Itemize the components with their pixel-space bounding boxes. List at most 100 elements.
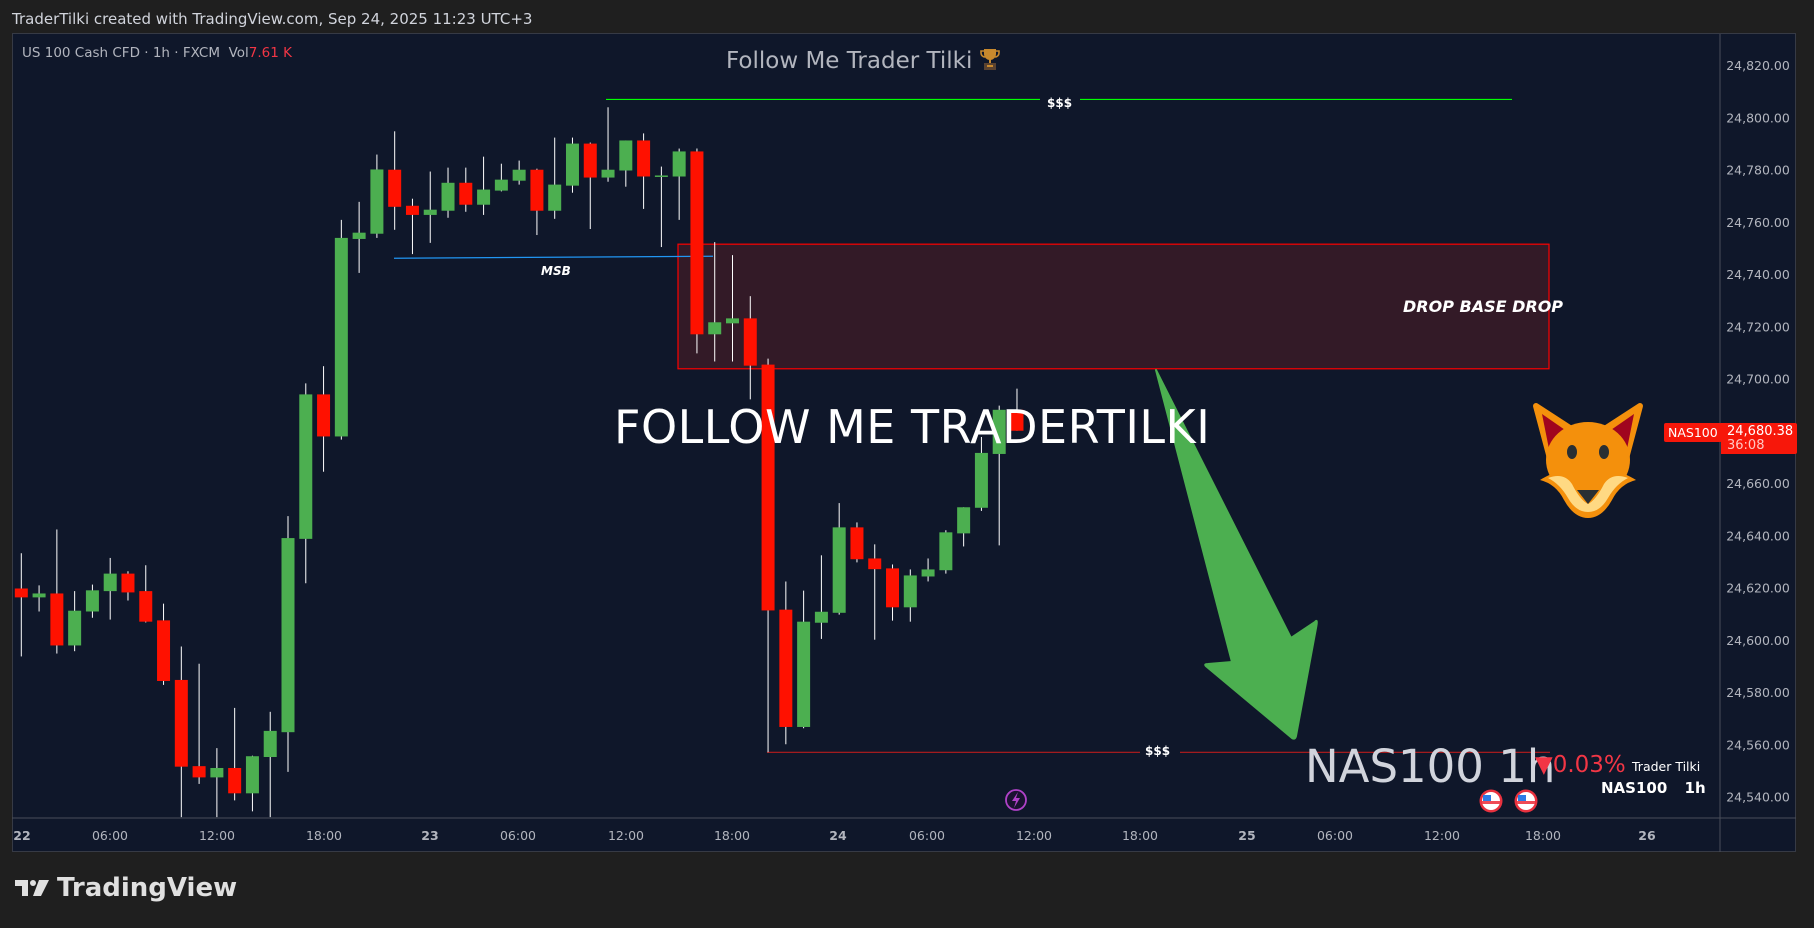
logo-text: TradingView (57, 873, 238, 903)
time-tick-label: 12:00 (199, 828, 235, 843)
candle-down (690, 151, 704, 335)
price-tick-label: 24,800.00 (1726, 110, 1790, 125)
price-tick-label: 24,820.00 (1726, 58, 1790, 73)
candle-up (245, 756, 259, 794)
time-tick-label: 12:00 (608, 828, 644, 843)
candle-up (477, 189, 491, 205)
candle-down (228, 767, 242, 794)
candle-up (85, 590, 99, 612)
candle-up (814, 611, 828, 623)
candle-up (565, 143, 579, 186)
candle-up (370, 169, 384, 234)
candle-up (263, 730, 277, 758)
price-tick-label: 24,560.00 (1726, 737, 1790, 752)
candle-up (992, 409, 1006, 454)
top-liquidity-label: $$$ (1047, 96, 1073, 110)
candle-down (779, 609, 793, 727)
drop-base-drop-zone[interactable] (677, 243, 1550, 370)
volume-label: Vol (228, 45, 249, 61)
time-tick-label: 06:00 (1317, 828, 1353, 843)
time-tick-label: 25 (1238, 828, 1255, 843)
symbol-info: US 100 Cash CFD · 1h · FXCM (22, 45, 220, 61)
candle-down (868, 558, 882, 570)
author-label: Trader Tilki (1632, 759, 1701, 774)
candle-up (654, 175, 668, 177)
time-tick-label: 06:00 (500, 828, 536, 843)
bar-countdown: 36:08 (1727, 438, 1765, 453)
candle-down (743, 318, 757, 366)
candle-down (1010, 409, 1024, 431)
msb-label: MSB (541, 264, 571, 278)
annotation-title: Follow Me Trader Tilki (726, 47, 1000, 74)
candle-down (14, 588, 28, 598)
trophy-icon (979, 49, 1000, 70)
candle-up (708, 322, 722, 335)
candle-up (797, 621, 811, 727)
candle-down (886, 568, 900, 608)
candle-down (174, 679, 188, 767)
candle-up (548, 184, 562, 211)
candle-down (388, 169, 402, 207)
candle-down (50, 593, 64, 646)
lightning-glyph (1012, 792, 1020, 808)
flag-canton (1518, 795, 1526, 801)
time-tick-label: 18:00 (714, 828, 750, 843)
time-tick-label: 26 (1638, 828, 1656, 843)
time-tick-label: 18:00 (306, 828, 342, 843)
candle-up (299, 394, 313, 539)
candle-up (601, 169, 615, 178)
price-tick-label: 24,720.00 (1726, 319, 1790, 334)
candle-up (103, 573, 117, 592)
price-tick-label: 24,780.00 (1726, 163, 1790, 178)
bottom-liquidity-label: $$$ (1145, 744, 1171, 758)
price-line-symbol-label: NAS100 (1664, 423, 1722, 442)
candle-up (423, 209, 437, 215)
last-price-tag: 24,680.38 36:08 (1721, 423, 1797, 454)
candle-up (210, 767, 224, 778)
time-tick-label: 18:00 (1122, 828, 1158, 843)
msb-line[interactable] (393, 255, 714, 259)
title-text: Follow Me Trader Tilki (726, 48, 973, 74)
watermark-follow-text: FOLLOW ME TRADERTILKI (614, 400, 1211, 454)
chart-caption: TraderTilki created with TradingView.com… (12, 10, 533, 28)
flag-stripe (1482, 801, 1500, 804)
time-tick-label: 23 (421, 828, 438, 843)
flag-stripe (1517, 801, 1535, 804)
price-tick-label: 24,580.00 (1726, 685, 1790, 700)
price-tick-label: 24,660.00 (1726, 476, 1790, 491)
candle-down (139, 591, 153, 622)
candle-up (726, 318, 739, 324)
candle-down (192, 766, 206, 778)
candle-up (494, 179, 508, 191)
candle-up (832, 527, 846, 613)
candle-up (939, 532, 953, 571)
zone-label: DROP BASE DROP (1403, 297, 1564, 316)
percent-change: ▼0.03% (1535, 752, 1626, 778)
symbol-legend[interactable]: US 100 Cash CFD · 1h · FXCM Vol7.61 K (22, 45, 292, 61)
price-tick-label: 24,540.00 (1726, 790, 1790, 805)
symbol-watermark: NAS100 1h (1305, 740, 1556, 793)
green-down-arrow[interactable] (1155, 369, 1318, 740)
last-price: 24,680.38 (1727, 424, 1794, 439)
candle-up (672, 151, 686, 177)
time-tick-label: 22 (13, 828, 30, 843)
tradingview-logo[interactable]: TradingView (15, 873, 237, 903)
time-tick-label: 18:00 (1525, 828, 1561, 843)
candle-up (334, 237, 348, 437)
candle-down (637, 140, 651, 177)
candle-down (121, 573, 135, 593)
timeframe: 1h (1684, 779, 1706, 797)
candle-down (583, 143, 597, 178)
time-tick-label: 06:00 (909, 828, 945, 843)
candle-down (530, 169, 544, 211)
candle-down (761, 364, 775, 611)
price-tick-label: 24,620.00 (1726, 581, 1790, 596)
candle-up (957, 507, 971, 534)
candle-up (903, 575, 917, 608)
candle-up (512, 169, 526, 181)
candle-up (921, 569, 935, 577)
time-tick-label: 06:00 (92, 828, 128, 843)
price-tick-label: 24,740.00 (1726, 267, 1790, 282)
candle-up (281, 538, 295, 733)
